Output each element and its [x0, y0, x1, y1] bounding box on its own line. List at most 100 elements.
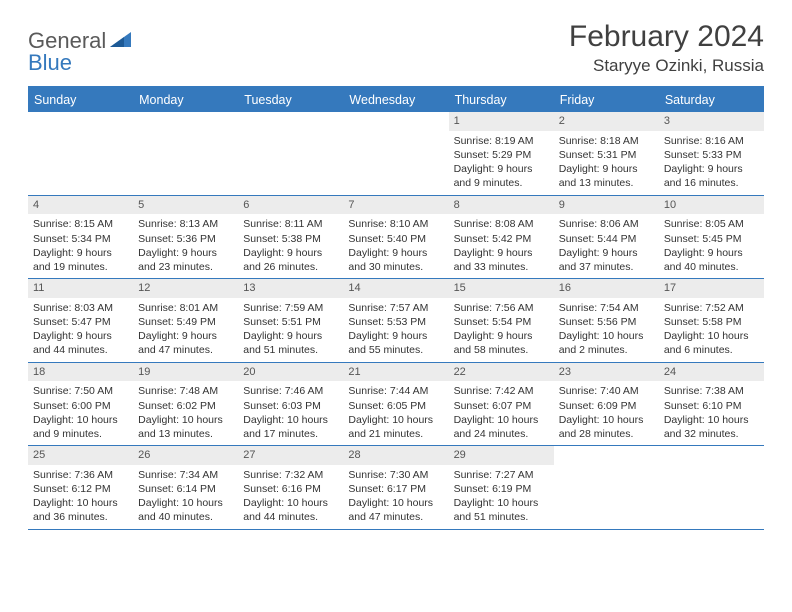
day-details: Sunrise: 8:19 AMSunset: 5:29 PMDaylight:…	[449, 131, 554, 195]
sunset-text: Sunset: 5:45 PM	[664, 232, 759, 246]
daylight-text: Daylight: 10 hours and 2 minutes.	[559, 329, 654, 357]
day-number: 23	[554, 363, 659, 382]
day-cell: 14Sunrise: 7:57 AMSunset: 5:53 PMDayligh…	[343, 279, 448, 362]
day-cell	[554, 446, 659, 529]
day-cell: 4Sunrise: 8:15 AMSunset: 5:34 PMDaylight…	[28, 196, 133, 279]
day-cell: 8Sunrise: 8:08 AMSunset: 5:42 PMDaylight…	[449, 196, 554, 279]
daylight-text: Daylight: 10 hours and 47 minutes.	[348, 496, 443, 524]
sunrise-text: Sunrise: 7:30 AM	[348, 468, 443, 482]
day-details	[659, 450, 764, 457]
day-number: 24	[659, 363, 764, 382]
day-number: 1	[449, 112, 554, 131]
day-number: 13	[238, 279, 343, 298]
calendar-day-headers: Sunday Monday Tuesday Wednesday Thursday…	[28, 88, 764, 112]
daylight-text: Daylight: 10 hours and 17 minutes.	[243, 413, 338, 441]
daylight-text: Daylight: 9 hours and 55 minutes.	[348, 329, 443, 357]
day-details: Sunrise: 7:46 AMSunset: 6:03 PMDaylight:…	[238, 381, 343, 445]
sunrise-text: Sunrise: 7:27 AM	[454, 468, 549, 482]
sunset-text: Sunset: 5:34 PM	[33, 232, 128, 246]
day-cell: 9Sunrise: 8:06 AMSunset: 5:44 PMDaylight…	[554, 196, 659, 279]
sunset-text: Sunset: 5:47 PM	[33, 315, 128, 329]
day-details	[554, 450, 659, 457]
day-details: Sunrise: 7:50 AMSunset: 6:00 PMDaylight:…	[28, 381, 133, 445]
day-number: 18	[28, 363, 133, 382]
sunset-text: Sunset: 6:14 PM	[138, 482, 233, 496]
sunrise-text: Sunrise: 8:15 AM	[33, 217, 128, 231]
day-details: Sunrise: 7:30 AMSunset: 6:17 PMDaylight:…	[343, 465, 448, 529]
sunset-text: Sunset: 5:54 PM	[454, 315, 549, 329]
day-details: Sunrise: 7:57 AMSunset: 5:53 PMDaylight:…	[343, 298, 448, 362]
sunset-text: Sunset: 6:05 PM	[348, 399, 443, 413]
day-details: Sunrise: 7:54 AMSunset: 5:56 PMDaylight:…	[554, 298, 659, 362]
day-cell: 10Sunrise: 8:05 AMSunset: 5:45 PMDayligh…	[659, 196, 764, 279]
day-details	[343, 116, 448, 123]
day-details: Sunrise: 7:27 AMSunset: 6:19 PMDaylight:…	[449, 465, 554, 529]
sunset-text: Sunset: 5:51 PM	[243, 315, 338, 329]
sunset-text: Sunset: 6:17 PM	[348, 482, 443, 496]
day-details: Sunrise: 8:01 AMSunset: 5:49 PMDaylight:…	[133, 298, 238, 362]
sunrise-text: Sunrise: 8:10 AM	[348, 217, 443, 231]
day-number: 25	[28, 446, 133, 465]
day-cell: 13Sunrise: 7:59 AMSunset: 5:51 PMDayligh…	[238, 279, 343, 362]
day-cell: 19Sunrise: 7:48 AMSunset: 6:02 PMDayligh…	[133, 363, 238, 446]
sunset-text: Sunset: 6:07 PM	[454, 399, 549, 413]
sunset-text: Sunset: 5:29 PM	[454, 148, 549, 162]
day-cell: 15Sunrise: 7:56 AMSunset: 5:54 PMDayligh…	[449, 279, 554, 362]
day-cell: 5Sunrise: 8:13 AMSunset: 5:36 PMDaylight…	[133, 196, 238, 279]
sunset-text: Sunset: 6:12 PM	[33, 482, 128, 496]
day-number: 14	[343, 279, 448, 298]
day-details: Sunrise: 7:38 AMSunset: 6:10 PMDaylight:…	[659, 381, 764, 445]
sunset-text: Sunset: 5:53 PM	[348, 315, 443, 329]
sunrise-text: Sunrise: 7:56 AM	[454, 301, 549, 315]
col-friday: Friday	[554, 88, 659, 112]
sunrise-text: Sunrise: 7:42 AM	[454, 384, 549, 398]
day-details: Sunrise: 7:44 AMSunset: 6:05 PMDaylight:…	[343, 381, 448, 445]
day-number: 22	[449, 363, 554, 382]
day-number: 20	[238, 363, 343, 382]
daylight-text: Daylight: 10 hours and 40 minutes.	[138, 496, 233, 524]
sunset-text: Sunset: 5:44 PM	[559, 232, 654, 246]
day-number: 28	[343, 446, 448, 465]
day-number: 2	[554, 112, 659, 131]
sunrise-text: Sunrise: 7:54 AM	[559, 301, 654, 315]
sunrise-text: Sunrise: 8:19 AM	[454, 134, 549, 148]
day-cell: 23Sunrise: 7:40 AMSunset: 6:09 PMDayligh…	[554, 363, 659, 446]
daylight-text: Daylight: 10 hours and 6 minutes.	[664, 329, 759, 357]
sunrise-text: Sunrise: 7:59 AM	[243, 301, 338, 315]
day-cell	[659, 446, 764, 529]
daylight-text: Daylight: 9 hours and 47 minutes.	[138, 329, 233, 357]
daylight-text: Daylight: 10 hours and 13 minutes.	[138, 413, 233, 441]
day-cell: 2Sunrise: 8:18 AMSunset: 5:31 PMDaylight…	[554, 112, 659, 195]
daylight-text: Daylight: 10 hours and 21 minutes.	[348, 413, 443, 441]
day-cell: 25Sunrise: 7:36 AMSunset: 6:12 PMDayligh…	[28, 446, 133, 529]
day-cell: 20Sunrise: 7:46 AMSunset: 6:03 PMDayligh…	[238, 363, 343, 446]
day-number: 26	[133, 446, 238, 465]
daylight-text: Daylight: 9 hours and 58 minutes.	[454, 329, 549, 357]
day-cell: 12Sunrise: 8:01 AMSunset: 5:49 PMDayligh…	[133, 279, 238, 362]
day-details: Sunrise: 7:32 AMSunset: 6:16 PMDaylight:…	[238, 465, 343, 529]
sunset-text: Sunset: 6:09 PM	[559, 399, 654, 413]
calendar-week: 25Sunrise: 7:36 AMSunset: 6:12 PMDayligh…	[28, 446, 764, 530]
day-details	[238, 116, 343, 123]
logo-text-blue: Blue	[28, 50, 72, 75]
day-details: Sunrise: 8:15 AMSunset: 5:34 PMDaylight:…	[28, 214, 133, 278]
day-details: Sunrise: 8:05 AMSunset: 5:45 PMDaylight:…	[659, 214, 764, 278]
daylight-text: Daylight: 10 hours and 28 minutes.	[559, 413, 654, 441]
title-block: February 2024 Staryye Ozinki, Russia	[569, 20, 764, 76]
daylight-text: Daylight: 10 hours and 36 minutes.	[33, 496, 128, 524]
day-details: Sunrise: 7:48 AMSunset: 6:02 PMDaylight:…	[133, 381, 238, 445]
daylight-text: Daylight: 9 hours and 33 minutes.	[454, 246, 549, 274]
day-number: 5	[133, 196, 238, 215]
day-cell: 22Sunrise: 7:42 AMSunset: 6:07 PMDayligh…	[449, 363, 554, 446]
sunrise-text: Sunrise: 8:13 AM	[138, 217, 233, 231]
day-cell: 1Sunrise: 8:19 AMSunset: 5:29 PMDaylight…	[449, 112, 554, 195]
day-cell: 7Sunrise: 8:10 AMSunset: 5:40 PMDaylight…	[343, 196, 448, 279]
day-cell: 3Sunrise: 8:16 AMSunset: 5:33 PMDaylight…	[659, 112, 764, 195]
sunrise-text: Sunrise: 7:34 AM	[138, 468, 233, 482]
day-cell: 18Sunrise: 7:50 AMSunset: 6:00 PMDayligh…	[28, 363, 133, 446]
day-details: Sunrise: 8:13 AMSunset: 5:36 PMDaylight:…	[133, 214, 238, 278]
day-details	[28, 116, 133, 123]
sunrise-text: Sunrise: 7:44 AM	[348, 384, 443, 398]
day-number: 29	[449, 446, 554, 465]
day-details: Sunrise: 8:10 AMSunset: 5:40 PMDaylight:…	[343, 214, 448, 278]
